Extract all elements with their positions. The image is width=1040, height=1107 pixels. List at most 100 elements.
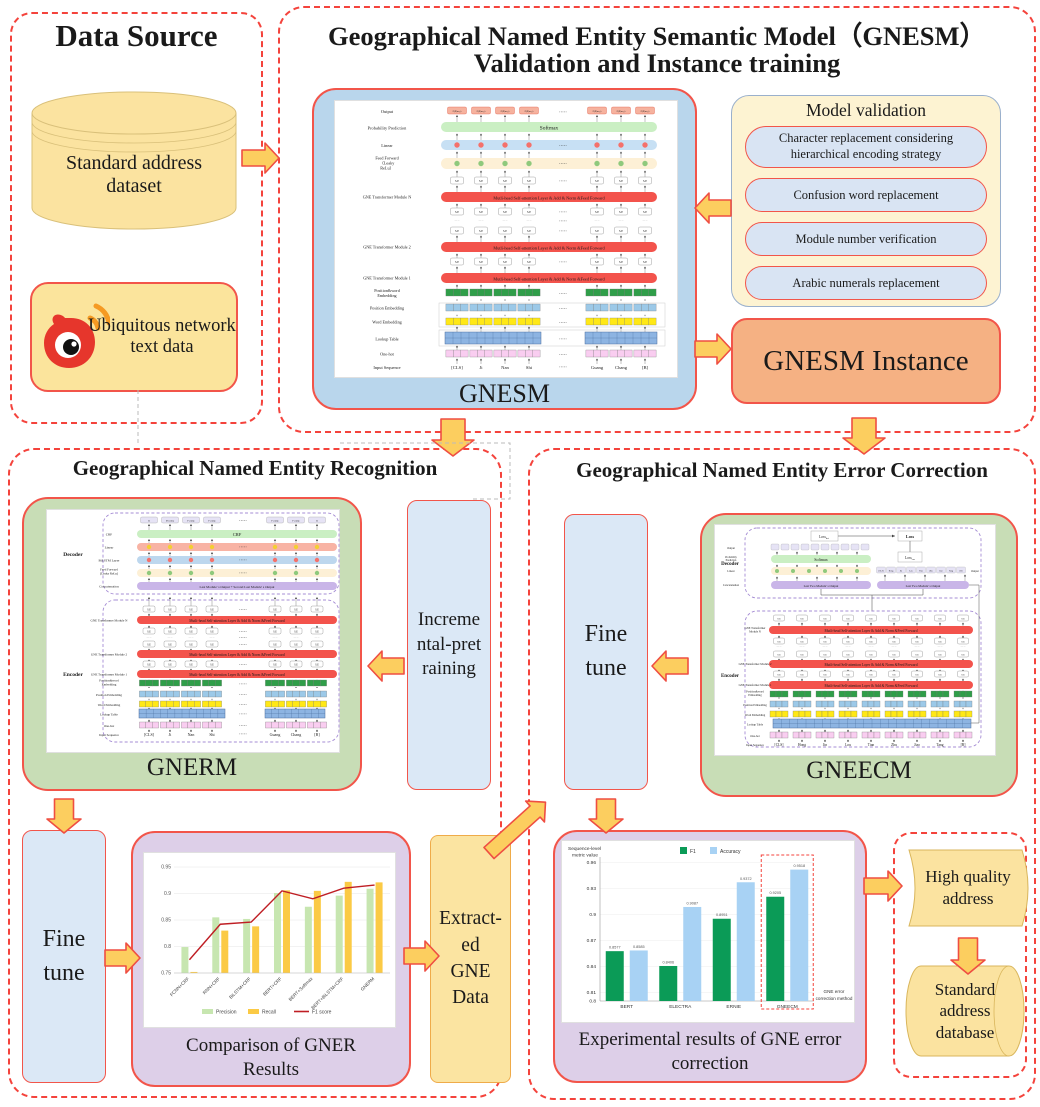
svg-text:+: + <box>778 706 781 711</box>
svg-text:S.E: S.E <box>189 608 193 611</box>
correction-title: Geographical Named Entity Error Correcti… <box>576 458 988 482</box>
svg-text:Nan: Nan <box>188 732 195 737</box>
svg-text:Concatenation: Concatenation <box>723 584 740 587</box>
semantic-section <box>278 6 1036 433</box>
svg-text:metric value: metric value <box>572 853 598 859</box>
svg-text:GNE Transformer Module 2: GNE Transformer Module 2 <box>739 662 772 666</box>
svg-text:F1 score: F1 score <box>312 1010 332 1016</box>
svg-text:BERT: BERT <box>620 1004 633 1010</box>
gner-chart-caption: Comparison of GNER Results <box>186 1035 356 1080</box>
svg-text:+: + <box>620 313 623 318</box>
svg-text:Mutli-head Self-attention Laye: Mutli-head Self-attention Layer & Add & … <box>189 653 285 657</box>
svg-text:0.81: 0.81 <box>587 990 597 996</box>
validation-item-3: Module number verification <box>745 222 987 256</box>
svg-text:S.E: S.E <box>961 653 965 656</box>
svg-text:=: = <box>847 696 850 701</box>
svg-text:S.E: S.E <box>915 640 919 643</box>
svg-text:• • • • •: • • • • • <box>559 366 566 369</box>
svg-text:S.E: S.E <box>595 229 599 233</box>
svg-text:· · ·: · · · <box>845 645 850 649</box>
svg-text:[B]: [B] <box>314 732 320 737</box>
svg-text:+: + <box>456 313 459 318</box>
svg-text:+: + <box>148 696 151 701</box>
gnerm-diagram: Decoder O B-entity I-entity I-entity I-entity… <box>63 512 340 743</box>
svg-text:correction method: correction method <box>816 996 853 1001</box>
gneec-chart-caption: Experimental results of GNE error correc… <box>578 1029 842 1074</box>
svg-text:0.96: 0.96 <box>587 860 597 866</box>
svg-text:=: = <box>528 298 531 303</box>
svg-text:0.75: 0.75 <box>161 971 171 977</box>
svg-text:O: O <box>148 519 150 522</box>
svg-text:• • • • •: • • • • • <box>239 664 246 667</box>
svg-text:+: + <box>528 313 531 318</box>
svg-text:Embedding: Embedding <box>377 293 397 298</box>
svg-text:Position Embedding: Position Embedding <box>370 306 405 311</box>
svg-text:Ji: Ji <box>169 732 173 737</box>
svg-text:· · ·: · · · <box>209 636 214 640</box>
svg-text:0.93: 0.93 <box>587 886 597 892</box>
svg-text:Decoder: Decoder <box>721 562 740 567</box>
svg-text:S.E: S.E <box>294 643 298 646</box>
svg-text:Decoder: Decoder <box>63 552 83 558</box>
svg-text:（Leaky: （Leaky <box>380 161 396 166</box>
svg-text:S.E: S.E <box>210 608 214 611</box>
high-quality-address-label: High quality address <box>925 866 1011 908</box>
model-validation-title: Model validation <box>805 100 927 120</box>
svg-text:• • • • •: • • • • • <box>239 637 246 640</box>
svg-text:ERNIE: ERNIE <box>726 1004 741 1010</box>
svg-text:• • • • •: • • • • • <box>239 683 246 686</box>
svg-text:P(X|m,c): P(X|m,c) <box>477 110 486 113</box>
svg-text:Position&word: Position&word <box>746 690 764 694</box>
svg-text:S.E: S.E <box>800 617 804 620</box>
svg-text:+: + <box>916 706 919 711</box>
svg-text:P(X|m,c): P(X|m,c) <box>453 110 462 113</box>
svg-text:S.E: S.E <box>210 663 214 666</box>
gner-chart-panel: 0.75 0.8 0.85 0.9 0.95 FCNN+CRF RNN+CRF BiLSTM+… <box>143 852 396 1028</box>
svg-text:• • • • •: • • • • • <box>239 609 246 612</box>
svg-text:S.E: S.E <box>503 179 507 183</box>
svg-text:S.E: S.E <box>800 653 804 656</box>
svg-text:GNE Transformer Module 2: GNE Transformer Module 2 <box>91 653 128 657</box>
svg-text:+: + <box>824 706 827 711</box>
svg-text:=: = <box>456 298 459 303</box>
svg-text:· · ·: · · · <box>146 636 151 640</box>
svg-text:• • • • •: • • • • • <box>239 559 246 562</box>
svg-text:S.E: S.E <box>273 608 277 611</box>
svg-text:+: + <box>596 313 599 318</box>
svg-text:[B]: [B] <box>960 570 963 572</box>
svg-text:• • • • •: • • • • • <box>559 111 566 114</box>
svg-text:S.E: S.E <box>915 673 919 676</box>
svg-text:+: + <box>893 706 896 711</box>
svg-text:Guang: Guang <box>591 365 604 370</box>
svg-text:S.E: S.E <box>777 640 781 643</box>
svg-text:GNE error: GNE error <box>824 989 845 994</box>
dataset-label: Standard address dataset <box>65 152 203 197</box>
svg-text:=: = <box>211 685 214 690</box>
svg-text:· · ·: · · · <box>167 636 172 640</box>
svg-text:=: = <box>801 696 804 701</box>
svg-text:Nan: Nan <box>501 365 509 370</box>
svg-text:=: = <box>778 696 781 701</box>
network-data-label: Ubiquitous network text data <box>88 316 236 357</box>
svg-text:Input Sequence: Input Sequence <box>373 365 400 370</box>
svg-text:S.E: S.E <box>273 643 277 646</box>
svg-text:[CLS]: [CLS] <box>144 732 155 737</box>
svg-text:I-entity: I-entity <box>187 519 195 522</box>
high-quality-address-shape <box>908 849 1029 927</box>
svg-text:GNE Transformer Module N: GNE Transformer Module N <box>91 619 129 623</box>
svg-text:Position Embedding: Position Embedding <box>743 703 767 707</box>
svg-text:S.E: S.E <box>915 653 919 656</box>
svg-text:Embedding: Embedding <box>748 693 762 697</box>
svg-text:Mutli-head Self-attention Laye: Mutli-head Self-attention Layer & Add & … <box>824 663 917 667</box>
svg-text:Accuracy: Accuracy <box>720 849 741 855</box>
gnerm-diagram-content: Decoder O B-entity I-entity I-entity I-entity… <box>63 512 340 743</box>
svg-text:Input Sequence: Input Sequence <box>99 733 119 737</box>
svg-text:+: + <box>870 706 873 711</box>
svg-text:0.9087: 0.9087 <box>686 901 698 905</box>
svg-text:• • • • •: • • • • • <box>239 694 246 697</box>
validation-item-4: Arabic numerals replacement <box>745 266 987 300</box>
svg-text:• • • • •: • • • • • <box>239 725 246 728</box>
svg-text:=: = <box>962 696 965 701</box>
svg-text:Position&word: Position&word <box>374 288 400 293</box>
svg-text:S.E: S.E <box>777 617 781 620</box>
